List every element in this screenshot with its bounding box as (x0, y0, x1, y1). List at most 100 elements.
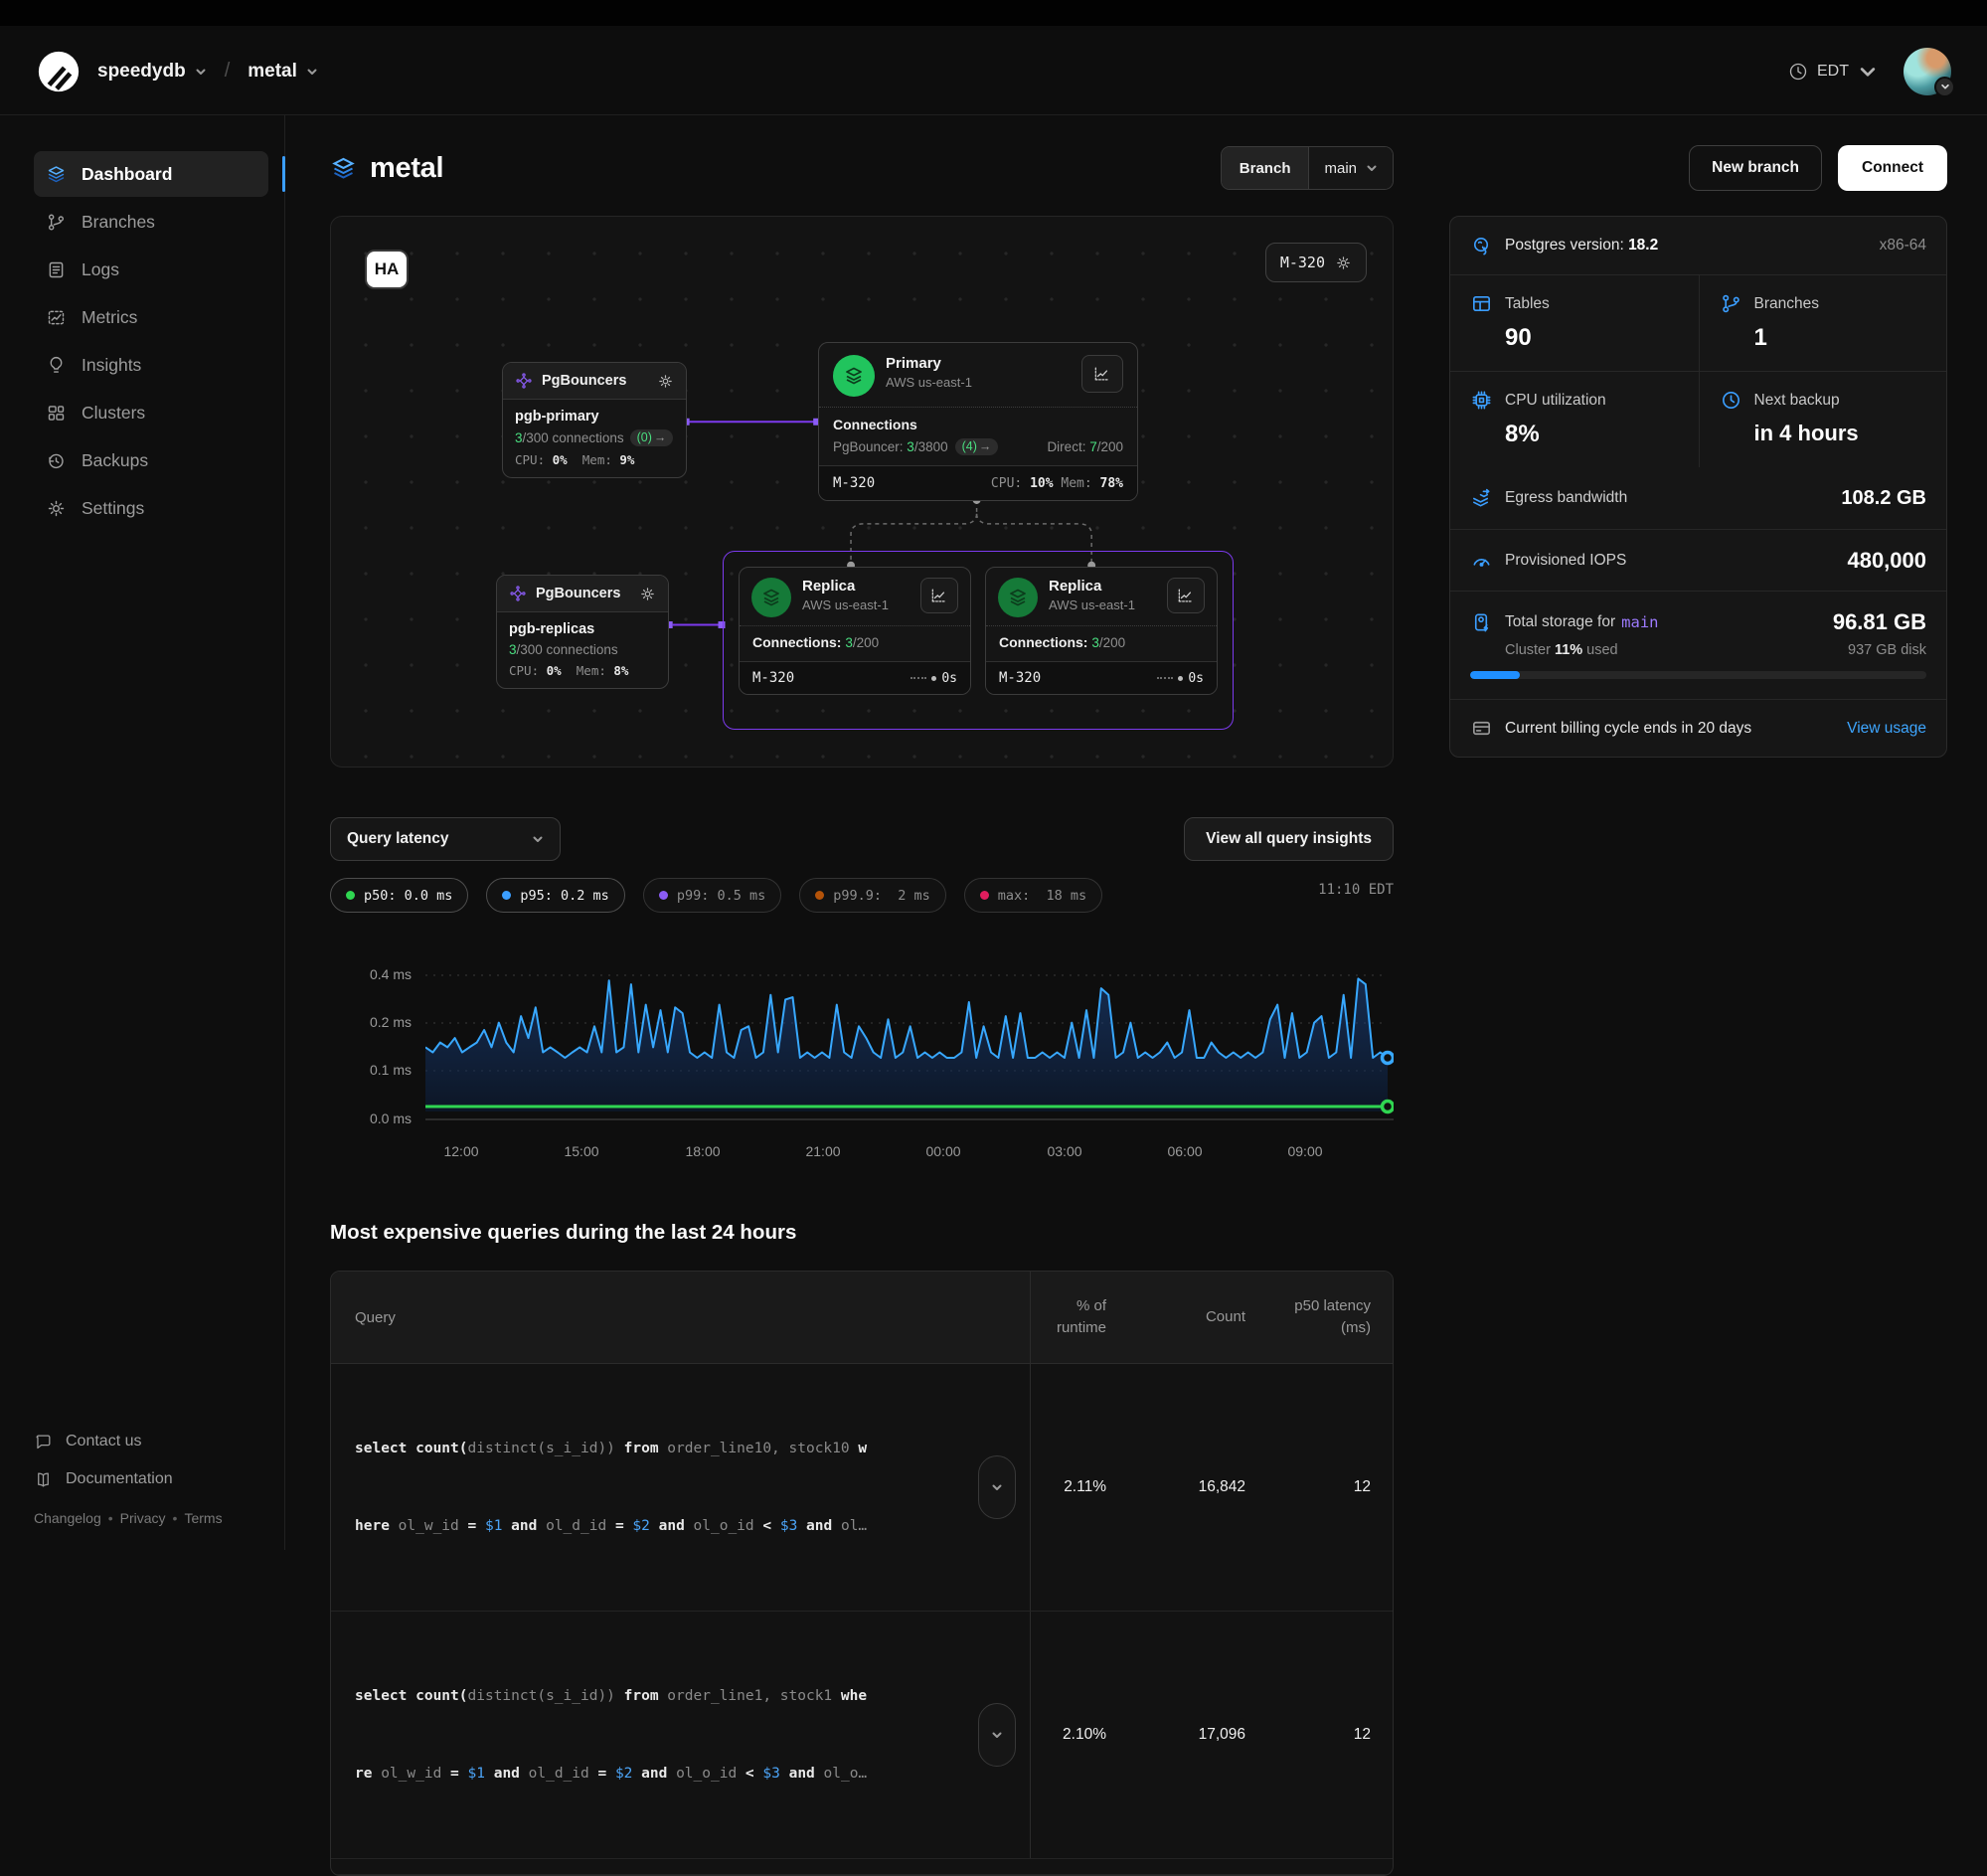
documentation-link[interactable]: Documentation (34, 1460, 284, 1498)
legend-pill-p95[interactable]: p95: 0.2 ms (486, 878, 625, 913)
node-body: pgb-replicas 3/300 connections CPU: 0% M… (497, 612, 668, 688)
database-switcher[interactable]: metal (248, 61, 318, 83)
iops-row: Provisioned IOPS 480,000 (1450, 529, 1946, 591)
node-title-block: Replica AWS us-east-1 (1049, 578, 1135, 612)
sidebar-item-logs[interactable]: Logs (34, 247, 268, 292)
node-region: AWS us-east-1 (802, 597, 889, 612)
user-menu[interactable] (1904, 47, 1955, 97)
tables-stat: Tables 90 (1450, 275, 1699, 371)
connections-row: PgBouncer: 3/3800 (4) → Direct: 7/200 (833, 438, 1123, 455)
timezone-selector[interactable]: EDT (1788, 62, 1878, 82)
sidebar-item-branches[interactable]: Branches (34, 199, 268, 245)
x-tick: 18:00 (685, 1143, 721, 1159)
column-header-p50: p50 latency (ms) (1294, 1297, 1371, 1336)
node-region: AWS us-east-1 (1049, 597, 1135, 612)
storage-label: Total storage for (1505, 613, 1616, 630)
iops-value: 480,000 (1847, 547, 1926, 573)
node-footer: M‑320 CPU: 10% Mem: 78% (819, 465, 1137, 500)
egress-row: Egress bandwidth 108.2 GB (1450, 467, 1946, 529)
timezone-label: EDT (1817, 62, 1849, 80)
page-header: metal Branch main (330, 145, 1394, 191)
sidebar-nav: Dashboard Branches Logs (0, 149, 285, 533)
pgbouncer-primary-node[interactable]: PgBouncers pgb-primary 3/300 connections… (502, 362, 687, 478)
backup-value: in 4 hours (1753, 421, 1859, 445)
legend-pill-p99[interactable]: p99: 0.5 ms (642, 878, 782, 913)
pgbouncer-replicas-node[interactable]: PgBouncers pgb-replicas 3/300 connection… (496, 575, 669, 689)
primary-node[interactable]: Primary AWS us-east-1 Connections (818, 342, 1138, 501)
speedydb-logo[interactable] (36, 49, 82, 94)
sidebar: Dashboard Branches Logs (0, 115, 285, 1550)
view-all-insights-button[interactable]: View all query insights (1184, 817, 1394, 861)
gear-icon (48, 500, 65, 516)
changelog-link[interactable]: Changelog (34, 1510, 101, 1526)
sidebar-item-dashboard[interactable]: Dashboard (34, 151, 285, 197)
node-footer: M‑320 0s (986, 661, 1217, 694)
gear-icon[interactable] (657, 373, 674, 390)
database-name: metal (248, 60, 297, 82)
table-row[interactable]: select count(distinct(s_i_id)) from orde… (331, 1612, 1393, 1859)
branch-select[interactable]: main (1308, 147, 1393, 189)
backup-clock-icon (49, 453, 64, 468)
instance-size-label: M‑320 (1279, 254, 1325, 271)
chevron-down-icon (992, 1484, 1002, 1490)
p99-dot (658, 891, 668, 900)
book-icon (38, 1472, 49, 1486)
connect-button[interactable]: Connect (1838, 145, 1947, 191)
current-branch: main (1324, 159, 1357, 177)
privacy-link[interactable]: Privacy (119, 1510, 166, 1526)
new-branch-button[interactable]: New branch (1689, 145, 1822, 191)
expand-query-button[interactable] (978, 1455, 1016, 1519)
org-name: speedydb (97, 60, 186, 82)
instance-size: M‑320 (999, 670, 1042, 686)
tables-label: Tables (1505, 294, 1550, 312)
node-body: Connections: 3/200 (752, 634, 880, 650)
x-tick: 09:00 (1287, 1143, 1323, 1159)
backup-stat: Next backup in 4 hours (1698, 372, 1947, 467)
branch-label[interactable]: Branch (1221, 147, 1309, 189)
queries-section-title: Most expensive queries during the last 2… (330, 1221, 797, 1244)
table-row[interactable]: select count(distinct(s_i_id)) from orde… (331, 1364, 1393, 1612)
node-header: Replica AWS us-east-1 (986, 568, 1217, 625)
sidebar-item-insights[interactable]: Insights (34, 342, 268, 388)
avatar-chevron-badge (1934, 76, 1955, 97)
legend-pill-max[interactable]: max: 18 ms (963, 878, 1103, 913)
node-metrics-button[interactable] (920, 578, 958, 613)
cluster-usage-line: Cluster 11% used 937 GB disk (1505, 642, 1926, 658)
table-header-row: Query % of runtime Count p50 latency (ms… (331, 1272, 1393, 1364)
branches-stat: Branches 1 (1698, 275, 1947, 371)
branch-icon (48, 214, 65, 230)
sidebar-item-clusters[interactable]: Clusters (34, 390, 268, 435)
node-title: Replica (802, 578, 856, 595)
dotted-divider (819, 407, 1137, 408)
legend-pill-p999[interactable]: p99.9: 2 ms (799, 878, 946, 913)
x-tick: 15:00 (564, 1143, 599, 1159)
sidebar-item-settings[interactable]: Settings (34, 485, 268, 531)
replica-node-1[interactable]: Replica AWS us-east-1 Connections (739, 567, 971, 695)
layers-icon (48, 165, 65, 182)
contact-us-link[interactable]: Contact us (34, 1423, 284, 1460)
database-layers-icon (332, 157, 355, 179)
metrics-chart-icon (48, 310, 65, 324)
layers-icon (846, 367, 862, 385)
replica-node-2[interactable]: Replica AWS us-east-1 Connections (985, 567, 1218, 695)
node-footer: M‑320 0s (740, 661, 970, 694)
nav-right: EDT (1788, 47, 1955, 97)
view-usage-link[interactable]: View usage (1847, 719, 1926, 737)
metric-selector-dropdown[interactable]: Query latency (330, 817, 561, 861)
node-metrics-button[interactable] (1081, 355, 1123, 393)
y-tick: 0.0 ms (369, 1110, 412, 1126)
y-tick: 0.4 ms (369, 966, 412, 982)
instance-size-button[interactable]: M‑320 (1264, 243, 1367, 282)
chevron-down-icon (1860, 67, 1876, 77)
expand-query-button[interactable] (978, 1703, 1016, 1767)
sidebar-item-metrics[interactable]: Metrics (34, 294, 268, 340)
org-switcher[interactable]: speedydb (97, 61, 207, 83)
postgres-icon (1473, 237, 1489, 255)
gear-icon[interactable] (639, 586, 656, 602)
legend-pill-p50[interactable]: p50: 0.0 ms (330, 878, 469, 913)
terms-link[interactable]: Terms (184, 1510, 223, 1526)
sidebar-item-backups[interactable]: Backups (34, 437, 268, 483)
node-metrics-button[interactable] (1167, 578, 1205, 613)
node-title-block: Primary AWS us-east-1 (886, 355, 972, 390)
